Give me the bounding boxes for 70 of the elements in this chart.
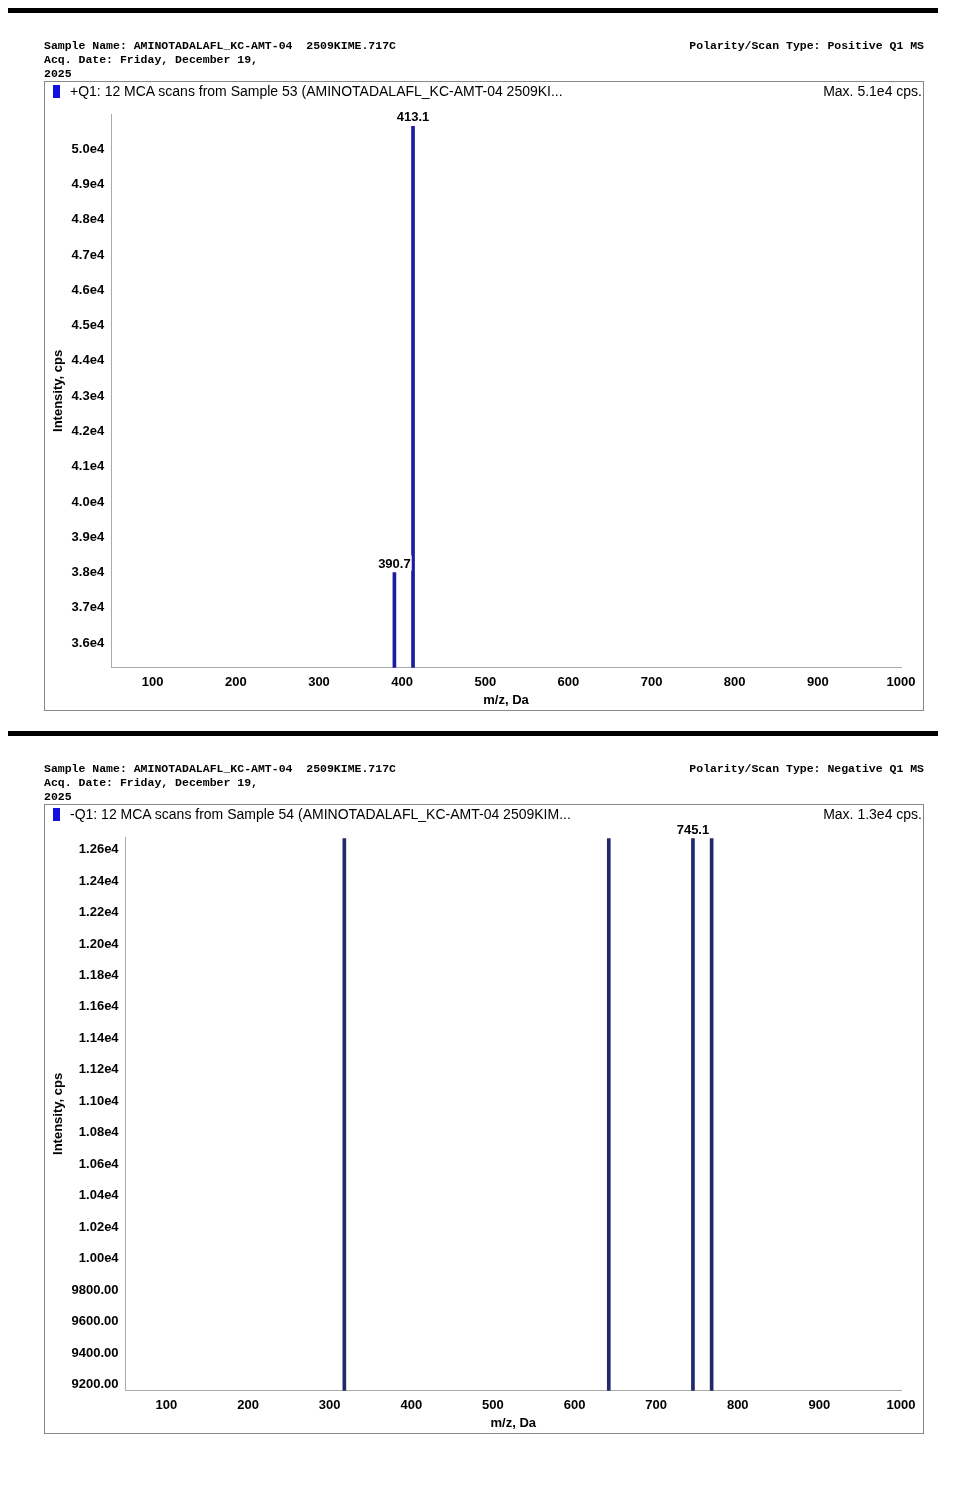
y-tick-label: 3.7e4: [71, 599, 105, 615]
x-tick-label: 100: [155, 1397, 178, 1413]
y-axis-title: Intensity, cps: [50, 1072, 66, 1155]
y-tick-label: 1.04e4: [78, 1187, 120, 1203]
y-tick-label: 1.00e4: [78, 1250, 120, 1266]
text: Sample Name: AMINOTADALAFL_KC-AMT-04 2509KIME.717C: [44, 762, 396, 776]
x-tick-label: 400: [391, 674, 413, 690]
y-tick-label: 4.9e4: [71, 176, 105, 192]
y-tick-label: 3.8e4: [71, 564, 105, 580]
x-tick-label: 100: [141, 674, 164, 690]
y-tick-label: 9400.00: [71, 1344, 119, 1360]
y-tick-label: 4.2e4: [71, 423, 105, 439]
y-tick-label: 4.1e4: [71, 458, 105, 474]
annotation: 413.1: [396, 109, 430, 125]
y-axis-title: Intensity, cps: [50, 349, 66, 432]
y-tick-label: 1.20e4: [78, 935, 120, 951]
x-tick-label: 1000: [886, 674, 916, 690]
x-tick-label: 900: [808, 1397, 831, 1413]
chart-title: +Q1: 12 MCA scans from Sample 53 (AMINOTADALAFL_KC-AMT-04 2509KI...: [70, 83, 563, 99]
annotation: 745.1: [676, 821, 710, 837]
text: Acq. Date: Friday, December 19, 2025: [44, 776, 259, 804]
chart-subtitle: Max. 5.1e4 cps.: [823, 83, 922, 99]
y-tick-label: 3.6e4: [71, 634, 105, 650]
x-tick-label: 600: [563, 1397, 586, 1413]
x-tick-label: 900: [807, 674, 829, 690]
x-tick-label: 600: [557, 674, 580, 690]
y-tick-label: 1.06e4: [78, 1155, 120, 1171]
x-tick-label: 1000: [886, 1397, 916, 1413]
x-tick-label: 700: [645, 1397, 667, 1413]
y-tick-label: 4.5e4: [71, 317, 105, 333]
y-tick-label: 4.7e4: [71, 246, 105, 262]
x-tick-label: 400: [400, 1397, 423, 1413]
annotation: 390.7: [378, 555, 411, 571]
x-tick-label: 500: [474, 674, 497, 690]
y-tick-label: 4.0e4: [71, 493, 105, 509]
y-tick-label: 1.14e4: [78, 1029, 120, 1045]
y-tick-label: 1.16e4: [78, 998, 120, 1014]
y-tick-label: 9600.00: [71, 1313, 119, 1329]
x-tick-label: 200: [237, 1397, 259, 1413]
y-tick-label: 3.9e4: [71, 528, 105, 544]
y-tick-label: 1.02e4: [78, 1218, 120, 1234]
x-tick-label: 700: [640, 674, 663, 690]
x-tick-label: 300: [308, 674, 330, 690]
x-axis-title: m/z, Da: [483, 691, 530, 707]
x-tick-label: 300: [318, 1397, 341, 1413]
text: Polarity/Scan Type: Negative Q1 MS: [689, 762, 924, 777]
y-tick-label: 5.0e4: [71, 140, 105, 156]
y-tick-label: 9200.00: [71, 1376, 119, 1392]
text: Polarity/Scan Type: Positive Q1 MS: [689, 39, 924, 54]
x-axis-title: m/z, Da: [490, 1414, 537, 1430]
y-tick-label: 1.10e4: [78, 1092, 120, 1108]
y-tick-label: 4.6e4: [71, 281, 105, 297]
x-tick-label: 800: [726, 1397, 749, 1413]
y-tick-label: 1.12e4: [78, 1061, 120, 1077]
y-tick-label: 1.22e4: [78, 904, 120, 920]
y-tick-label: 1.08e4: [78, 1124, 120, 1140]
y-tick-label: 1.18e4: [78, 967, 120, 983]
y-tick-label: 4.4e4: [71, 352, 105, 368]
y-tick-label: 4.3e4: [71, 387, 105, 403]
chart-subtitle: Max. 1.3e4 cps.: [823, 806, 922, 822]
text: Acq. Date: Friday, December 19, 2025: [44, 53, 259, 81]
y-tick-label: 4.8e4: [71, 211, 105, 227]
y-tick-label: 1.26e4: [78, 841, 120, 857]
x-tick-label: 500: [482, 1397, 504, 1413]
x-tick-label: 800: [723, 674, 746, 690]
text: Sample Name: AMINOTADALAFL_KC-AMT-04 2509KIME.717C: [44, 39, 396, 53]
y-tick-label: 1.24e4: [78, 872, 120, 888]
x-tick-label: 200: [225, 674, 247, 690]
y-tick-label: 9800.00: [71, 1281, 119, 1297]
chart-title: -Q1: 12 MCA scans from Sample 54 (AMINOTADALAFL_KC-AMT-04 2509KIM...: [70, 806, 571, 822]
